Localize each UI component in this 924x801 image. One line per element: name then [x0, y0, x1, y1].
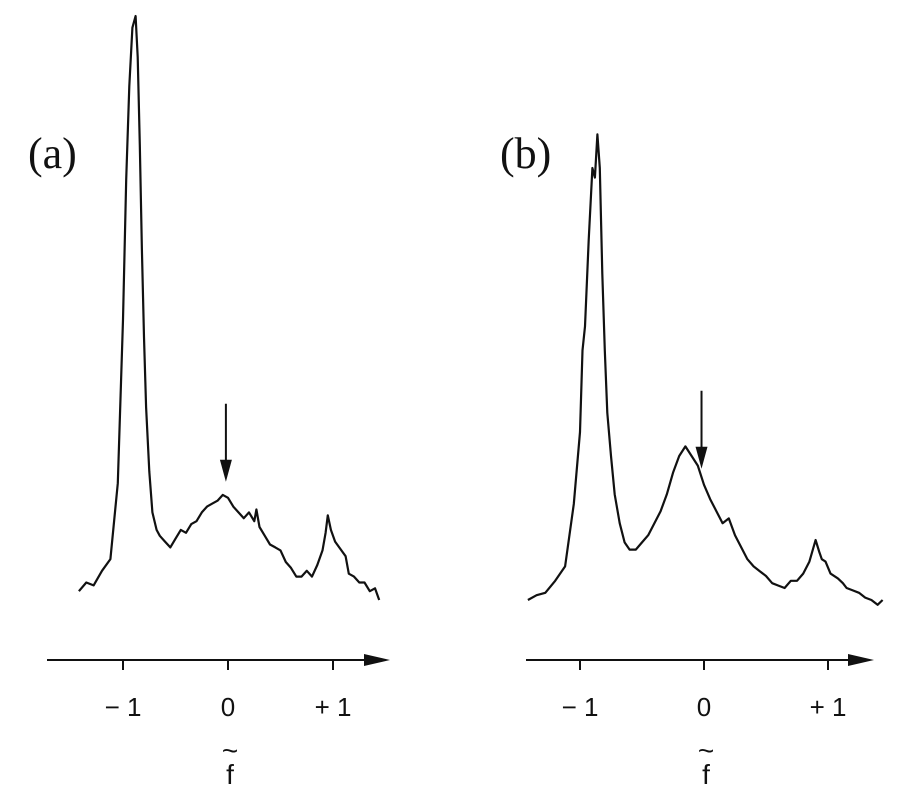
x-tick-label: − 1	[105, 692, 142, 722]
panel-label-b: (b)	[500, 129, 551, 178]
peak-arrow-b	[695, 390, 708, 469]
peak-arrow-head-b	[695, 446, 708, 469]
panel-a: (a) − 1 0 + 1 f ~	[28, 14, 390, 790]
peak-arrow-head-a	[219, 459, 232, 482]
panel-label-a: (a)	[28, 129, 77, 178]
x-axis-label-accent-a: ~	[222, 735, 238, 766]
x-tick-label: 0	[221, 692, 235, 722]
x-ticks-b: − 1 0 + 1	[562, 660, 847, 722]
spectrum-trace-a	[78, 14, 381, 601]
x-tick-label: − 1	[562, 692, 599, 722]
x-axis-label-a: f	[226, 759, 234, 790]
x-tick-label: + 1	[315, 692, 352, 722]
spectrum-trace-b	[527, 133, 884, 606]
x-axis-arrowhead-b	[848, 654, 874, 666]
panel-b: (b) − 1 0 + 1 f ~	[500, 129, 884, 790]
x-axis-arrowhead-a	[364, 654, 390, 666]
x-axis-label-accent-b: ~	[698, 735, 714, 766]
x-tick-label: 0	[697, 692, 711, 722]
x-tick-label: + 1	[810, 692, 847, 722]
peak-arrow-a	[219, 403, 232, 482]
x-ticks-a: − 1 0 + 1	[105, 660, 352, 722]
x-axis-label-b: f	[702, 759, 710, 790]
